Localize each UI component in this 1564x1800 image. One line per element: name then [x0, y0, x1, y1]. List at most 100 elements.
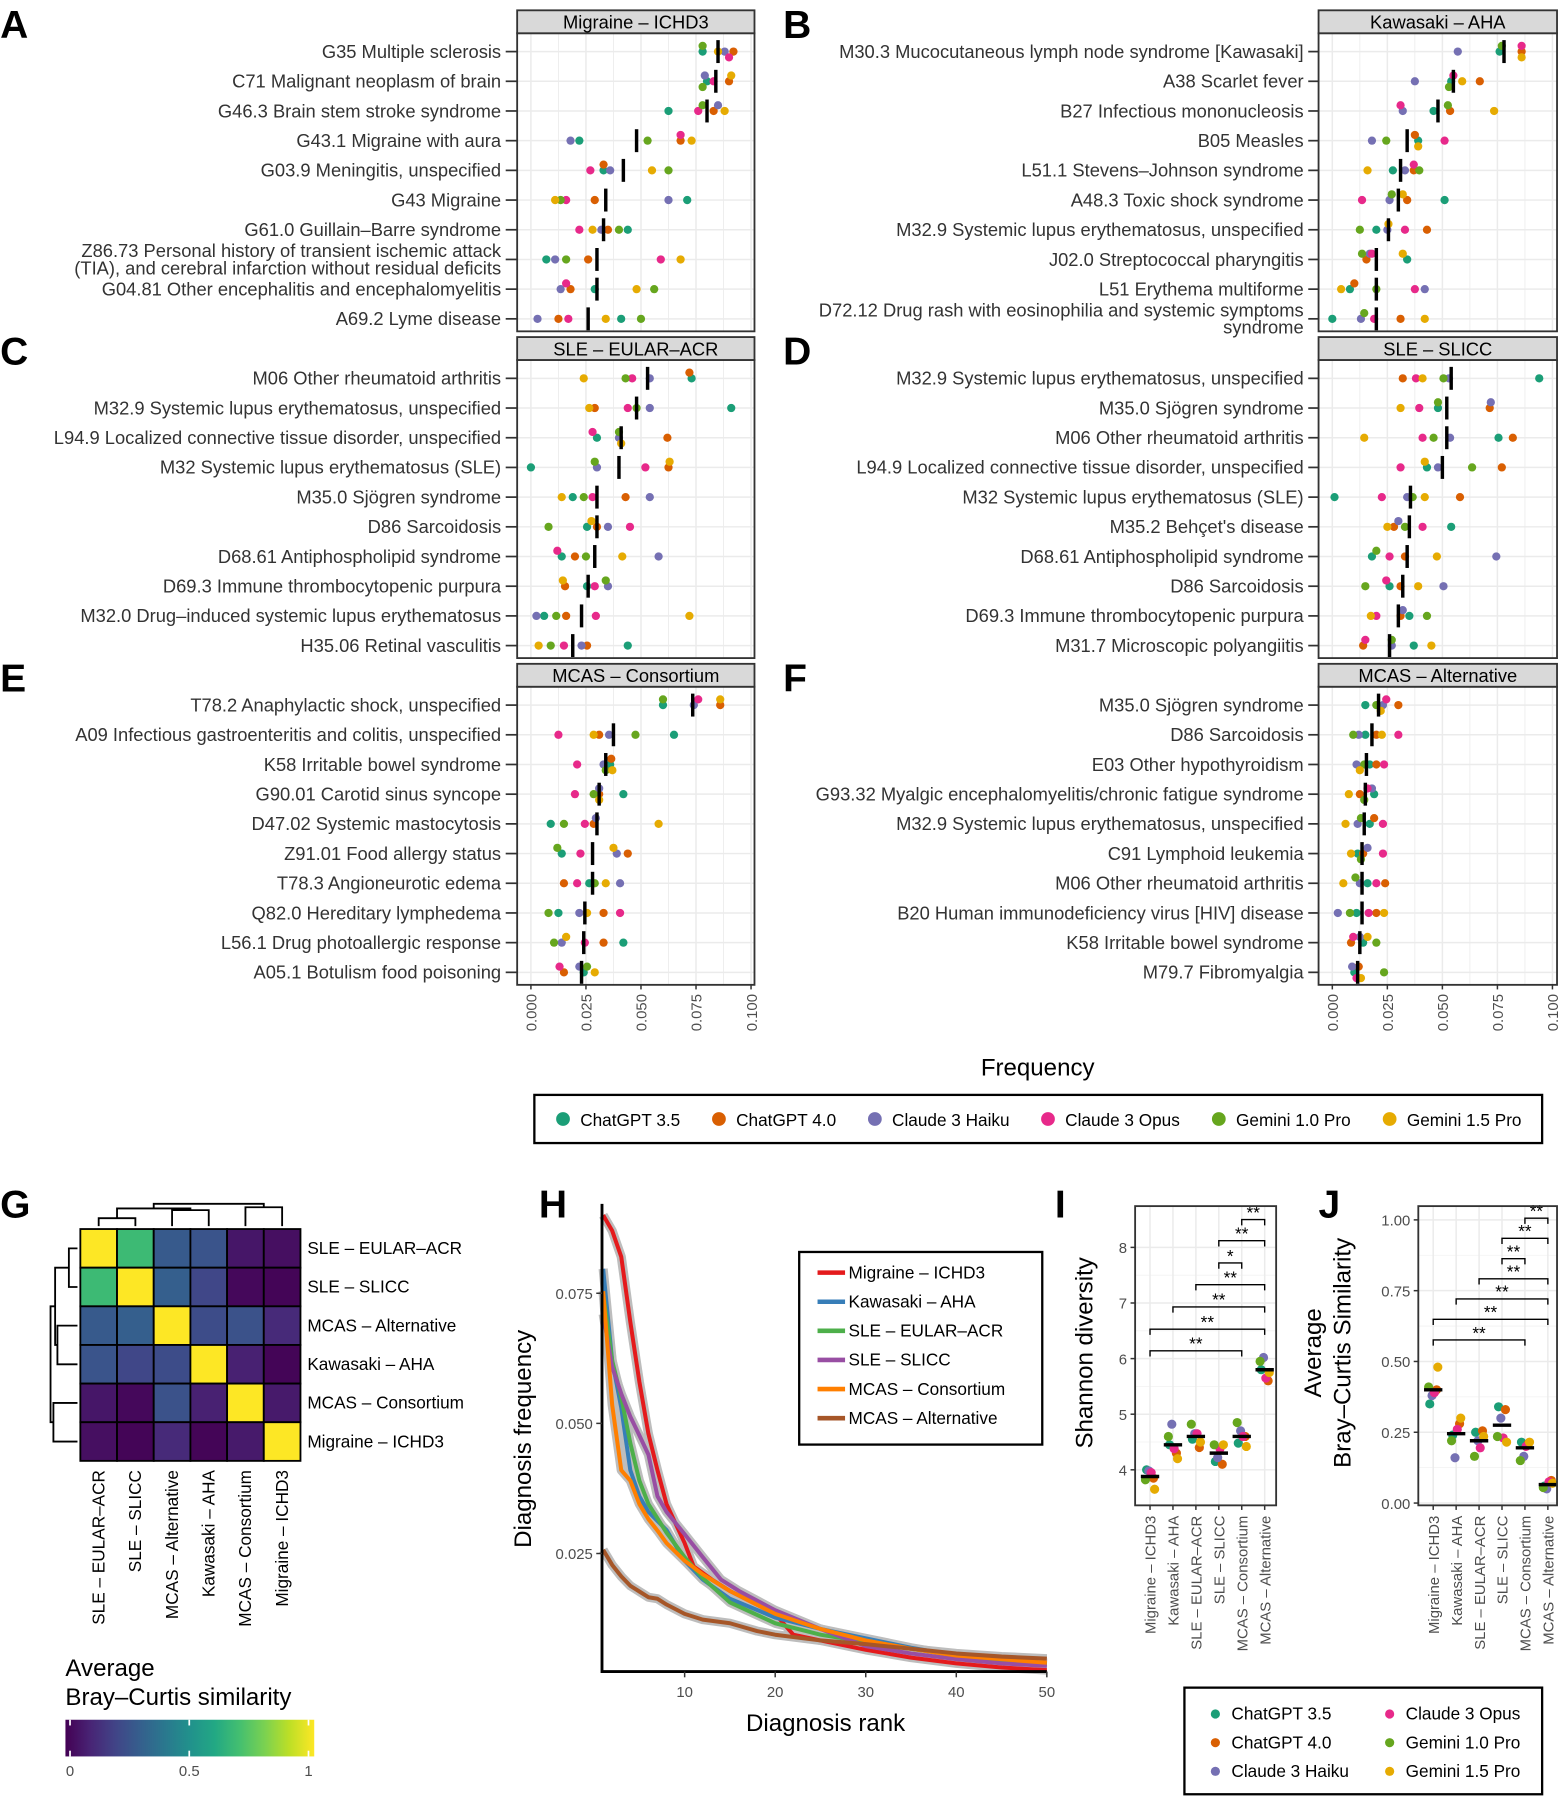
dot-claude-3-opus	[1415, 403, 1424, 413]
dot-chatgpt-3-5	[698, 47, 707, 56]
heatmap-cell	[189, 1228, 229, 1269]
dot-gemini-1-5-pro	[1336, 285, 1346, 294]
x-tick-label: 0.100	[1546, 994, 1562, 1031]
dot-claude-3-opus	[590, 582, 599, 591]
dot-claude-3-opus	[573, 760, 582, 769]
dot-claude-3-opus	[1367, 249, 1377, 258]
dot-chatgpt-3-5	[1403, 255, 1412, 264]
dot-chatgpt-3-5	[1425, 1399, 1435, 1409]
dot-gemini-1-5-pro	[1172, 1454, 1183, 1464]
dot-claude-3-opus	[564, 314, 573, 323]
heatmap-cell	[152, 1421, 192, 1462]
dot-gemini-1-0-pro	[1492, 1431, 1502, 1442]
dot-gemini-1-0-pro	[650, 285, 659, 294]
dot-chatgpt-3-5	[623, 641, 632, 650]
dot-gemini-1-5-pro	[557, 492, 566, 502]
x-tick-label: 0.025	[1381, 994, 1397, 1031]
dot-chatgpt-4-0	[676, 136, 685, 145]
legend-box	[533, 1093, 1544, 1145]
dot-gemini-1-5-pro	[601, 879, 610, 888]
dot-gemini-1-0-pro	[1443, 101, 1453, 110]
significance-label: **	[1472, 1323, 1486, 1343]
dot-claude-3-haiku	[700, 71, 709, 80]
row-label: L51 Erythema multiforme	[1099, 278, 1304, 299]
significance-bracket	[1195, 1283, 1266, 1291]
heatmap-cell	[116, 1305, 155, 1346]
dot-chatgpt-3-5	[1345, 285, 1355, 294]
facet-title: SLE – EULAR–ACR	[553, 338, 718, 359]
dot-chatgpt-4-0	[1389, 522, 1399, 531]
y-tick-label: 0.075	[556, 1287, 593, 1303]
dot-gemini-1-5-pro	[589, 730, 598, 739]
x-tick-label: 0.000	[1326, 994, 1342, 1031]
dot-chatgpt-4-0	[1370, 814, 1379, 823]
dot-claude-3-haiku	[645, 492, 654, 502]
legend-key	[1385, 1709, 1395, 1719]
dot-claude-3-haiku	[1492, 552, 1501, 561]
dot-claude-3-haiku	[577, 641, 586, 650]
dot-chatgpt-3-5	[599, 166, 608, 175]
heatmap-cell	[152, 1305, 192, 1346]
heatmap-col-label: Kawasaki – AHA	[198, 1470, 218, 1598]
dot-chatgpt-4-0	[1497, 463, 1506, 472]
dot-gemini-1-0-pro	[1382, 136, 1391, 145]
dot-gemini-1-0-pro	[698, 101, 707, 110]
row-label: A69.2 Lyme disease	[336, 308, 501, 329]
dot-chatgpt-4-0	[562, 611, 571, 621]
heatmap-cell	[116, 1228, 155, 1269]
row-label: M32 Systemic lupus erythematosus (SLE)	[962, 486, 1303, 507]
facet-strip	[516, 336, 756, 361]
dot-claude-3-haiku	[664, 195, 673, 205]
dot-claude-3-opus	[1396, 463, 1405, 472]
dot-claude-3-opus	[580, 819, 589, 828]
row-label: E03 Other hypothyroidism	[1092, 754, 1304, 775]
heatmap-cell	[226, 1228, 265, 1269]
row-label: M32.9 Systemic lupus erythematosus, unsp…	[94, 397, 502, 418]
significance-label: **	[1201, 1312, 1215, 1332]
dot-chatgpt-3-5	[1372, 225, 1381, 234]
x-tick-label: 0.075	[690, 994, 706, 1031]
legend-key	[556, 1112, 570, 1126]
row-label: G35 Multiple sclerosis	[322, 41, 501, 62]
series-line-5	[601, 1548, 1047, 1661]
dot-claude-3-opus	[555, 962, 564, 971]
x-tick-label: 0.050	[1436, 994, 1452, 1031]
dot-claude-3-haiku	[1398, 606, 1407, 615]
x-tick-label: SLE – SLICC	[1496, 1515, 1512, 1604]
dot-chatgpt-3-5	[1493, 1402, 1504, 1412]
dot-gemini-1-5-pro	[587, 516, 596, 526]
dot-gemini-1-0-pro	[544, 522, 553, 531]
dot-claude-3-opus	[1409, 160, 1418, 169]
dendrogram	[97, 1202, 284, 1227]
facet-strip	[1317, 662, 1558, 688]
heatmap-cell	[226, 1421, 265, 1462]
row-label: A05.1 Botulism food poisoning	[254, 962, 502, 983]
dot-claude-3-haiku	[551, 255, 560, 264]
panel-letter: A	[0, 4, 28, 47]
dot-gemini-1-0-pro	[579, 492, 588, 502]
dot-claude-3-opus	[1385, 552, 1394, 561]
heatmap-cell	[226, 1382, 265, 1424]
dot-chatgpt-3-5	[1352, 908, 1361, 918]
legend-key	[1385, 1738, 1395, 1748]
dot-claude-3-opus	[1382, 695, 1391, 704]
dot-chatgpt-4-0	[590, 195, 599, 205]
dot-chatgpt-4-0	[1350, 279, 1359, 288]
dot-chatgpt-3-5	[542, 255, 551, 264]
dot-gemini-1-0-pro	[664, 166, 673, 175]
panel-letter: G	[0, 1184, 30, 1227]
dot-gemini-1-0-pro	[621, 374, 630, 383]
heatmap-cell	[189, 1382, 229, 1424]
dot-chatgpt-4-0	[570, 552, 580, 561]
dot-chatgpt-4-0	[1372, 760, 1381, 769]
dot-claude-3-opus	[625, 522, 635, 531]
facet-a: G35 Multiple sclerosis C71 Malignant neop…	[0, 4, 756, 333]
dot-gemini-1-5-pro	[1420, 314, 1429, 323]
panel-letter: H	[539, 1184, 567, 1227]
heatmap-cell	[226, 1266, 265, 1308]
dot-claude-3-opus	[576, 849, 585, 858]
dot-chatgpt-3-5	[1405, 611, 1414, 621]
heatmap-row-label: MCAS – Alternative	[307, 1315, 456, 1335]
dot-claude-3-opus	[1396, 101, 1405, 110]
dot-chatgpt-4-0	[559, 968, 569, 977]
